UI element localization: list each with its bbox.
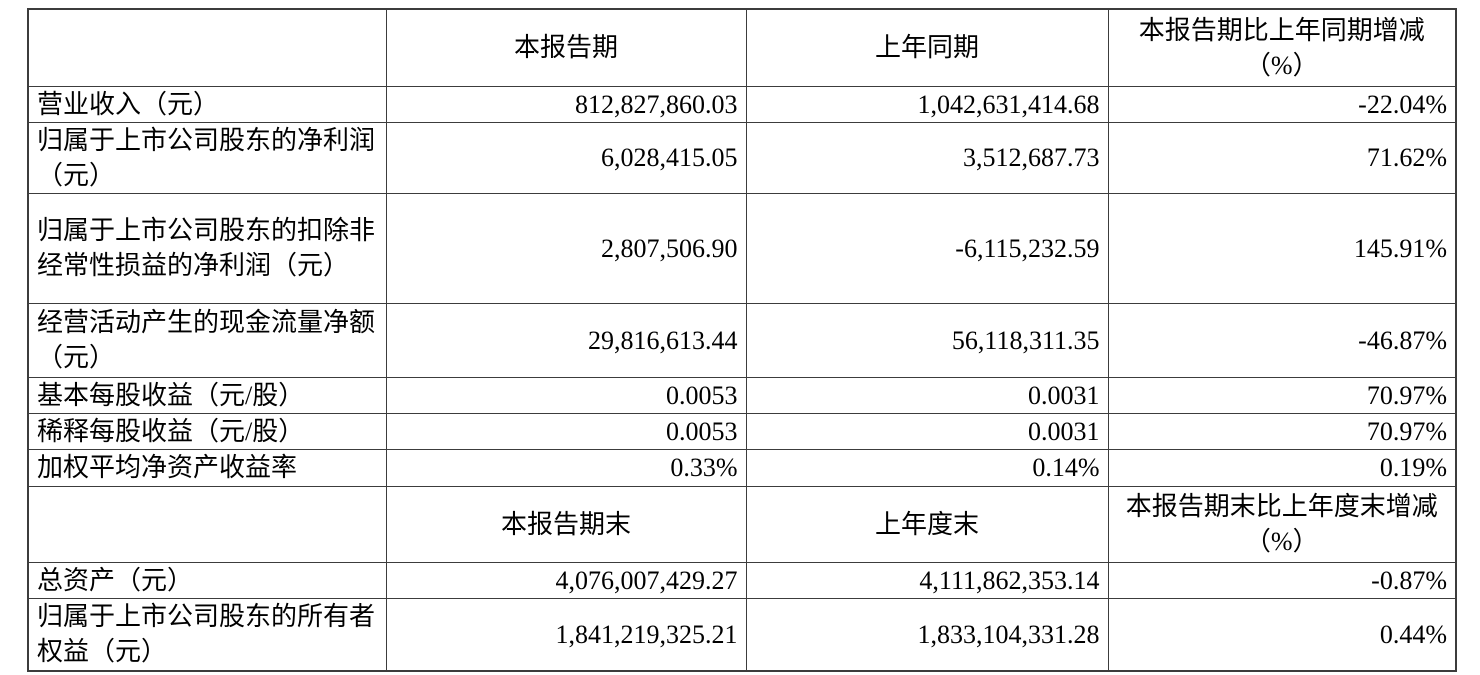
change-value: -0.87% xyxy=(1107,561,1457,599)
metric-row-weighted-roe: 加权平均净资产收益率 0.33% 0.14% 0.19% xyxy=(27,448,1457,487)
header-cell-period-end: 本报告期末 xyxy=(385,485,747,563)
current-value: 29,816,613.44 xyxy=(385,302,747,378)
metric-label: 归属于上市公司股东的所有者权益（元） xyxy=(27,597,387,672)
header-cell-prior-year-end: 上年度末 xyxy=(745,485,1109,563)
prior-value: -6,115,232.59 xyxy=(745,192,1109,304)
period-header-row: 本报告期 上年同期 本报告期比上年同期增减 （%） xyxy=(27,8,1457,87)
prior-value: 3,512,687.73 xyxy=(745,121,1109,194)
change-value: -22.04% xyxy=(1107,85,1457,123)
current-value: 0.0053 xyxy=(385,376,747,414)
change-value: 145.91% xyxy=(1107,192,1457,304)
metric-label: 归属于上市公司股东的扣除非经常性损益的净利润（元） xyxy=(27,192,387,304)
header-cell-prior-period: 上年同期 xyxy=(745,8,1109,87)
metric-row-revenue: 营业收入（元） 812,827,860.03 1,042,631,414.68 … xyxy=(27,85,1457,123)
metric-label: 归属于上市公司股东的净利润（元） xyxy=(27,121,387,194)
metric-label: 加权平均净资产收益率 xyxy=(27,448,387,487)
prior-value: 1,833,104,331.28 xyxy=(745,597,1109,672)
metric-row-operating-cash-flow: 经营活动产生的现金流量净额（元） 29,816,613.44 56,118,31… xyxy=(27,302,1457,378)
period-end-header-row: 本报告期末 上年度末 本报告期末比上年度末增减 （%） xyxy=(27,485,1457,563)
prior-value: 1,042,631,414.68 xyxy=(745,85,1109,123)
change-value: 71.62% xyxy=(1107,121,1457,194)
metric-row-diluted-eps: 稀释每股收益（元/股） 0.0053 0.0031 70.97% xyxy=(27,412,1457,450)
header-cell-blank xyxy=(27,485,387,563)
metric-row-net-profit: 归属于上市公司股东的净利润（元） 6,028,415.05 3,512,687.… xyxy=(27,121,1457,194)
current-value: 0.0053 xyxy=(385,412,747,450)
prior-value: 0.0031 xyxy=(745,376,1109,414)
metric-label: 营业收入（元） xyxy=(27,85,387,123)
change-value: 0.44% xyxy=(1107,597,1457,672)
metric-label: 经营活动产生的现金流量净额（元） xyxy=(27,302,387,378)
change-value: 0.19% xyxy=(1107,448,1457,487)
current-value: 1,841,219,325.21 xyxy=(385,597,747,672)
prior-value: 4,111,862,353.14 xyxy=(745,561,1109,599)
metric-row-total-assets: 总资产（元） 4,076,007,429.27 4,111,862,353.14… xyxy=(27,561,1457,599)
current-value: 0.33% xyxy=(385,448,747,487)
metric-row-basic-eps: 基本每股收益（元/股） 0.0053 0.0031 70.97% xyxy=(27,376,1457,414)
metric-label: 总资产（元） xyxy=(27,561,387,599)
change-value: 70.97% xyxy=(1107,412,1457,450)
header-cell-blank xyxy=(27,8,387,87)
metric-row-net-profit-deducted: 归属于上市公司股东的扣除非经常性损益的净利润（元） 2,807,506.90 -… xyxy=(27,192,1457,304)
current-value: 812,827,860.03 xyxy=(385,85,747,123)
header-cell-current-period: 本报告期 xyxy=(385,8,747,87)
current-value: 2,807,506.90 xyxy=(385,192,747,304)
change-value: 70.97% xyxy=(1107,376,1457,414)
current-value: 4,076,007,429.27 xyxy=(385,561,747,599)
current-value: 6,028,415.05 xyxy=(385,121,747,194)
header-cell-end-change: 本报告期末比上年度末增减 （%） xyxy=(1107,485,1457,563)
prior-value: 0.14% xyxy=(745,448,1109,487)
prior-value: 0.0031 xyxy=(745,412,1109,450)
header-cell-change: 本报告期比上年同期增减 （%） xyxy=(1107,8,1457,87)
prior-value: 56,118,311.35 xyxy=(745,302,1109,378)
metric-row-shareholders-equity: 归属于上市公司股东的所有者权益（元） 1,841,219,325.21 1,83… xyxy=(27,597,1457,672)
metric-label: 稀释每股收益（元/股） xyxy=(27,412,387,450)
metric-label: 基本每股收益（元/股） xyxy=(27,376,387,414)
change-value: -46.87% xyxy=(1107,302,1457,378)
financial-summary-table: 本报告期 上年同期 本报告期比上年同期增减 （%） 营业收入（元） 812,82… xyxy=(27,8,1457,672)
